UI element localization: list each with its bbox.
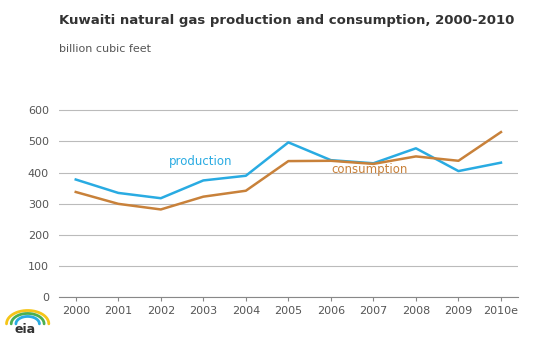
Text: consumption: consumption xyxy=(331,163,407,176)
Text: eia: eia xyxy=(14,323,35,336)
Text: production: production xyxy=(169,155,233,168)
Text: billion cubic feet: billion cubic feet xyxy=(59,44,151,54)
Text: Kuwaiti natural gas production and consumption, 2000-2010: Kuwaiti natural gas production and consu… xyxy=(59,14,514,26)
